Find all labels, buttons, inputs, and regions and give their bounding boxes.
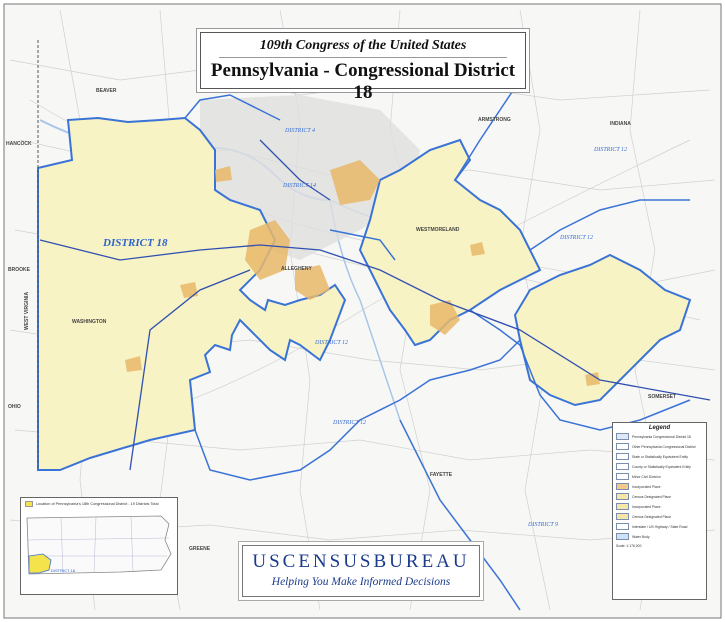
inset-pennsylvania-map: DISTRICT 18 bbox=[26, 515, 172, 575]
county-ohio: OHIO bbox=[8, 404, 21, 410]
title-box: 109th Congress of the United States Penn… bbox=[200, 32, 526, 103]
legend-swatch bbox=[616, 503, 629, 510]
legend-item-label: Water Body bbox=[632, 534, 650, 539]
district-18-label: DISTRICT 18 bbox=[103, 237, 168, 249]
legend-item: State or Statistically Equivalent Entity bbox=[616, 452, 703, 461]
map-title: Pennsylvania - Congressional District 18 bbox=[210, 60, 516, 103]
county-beaver: BEAVER bbox=[96, 88, 117, 94]
census-tagline: Helping You Make Informed Decisions bbox=[271, 576, 451, 588]
legend-item: Incorporated Place bbox=[616, 482, 703, 491]
legend-item: Water Body bbox=[616, 532, 703, 541]
legend-scale: Scale: 1:176,000 bbox=[616, 544, 642, 548]
county-somerset: SOMERSET bbox=[648, 394, 677, 400]
district-boundaries bbox=[184, 79, 691, 611]
legend-item-label: Interstate / US Highway / State Road bbox=[632, 524, 688, 529]
district-18-east[interactable] bbox=[513, 253, 692, 407]
county-hancock: HANCOCK bbox=[6, 141, 32, 147]
legend-item: Incorporated Place bbox=[616, 502, 703, 511]
legend-item: County or Statistically Equivalent Entit… bbox=[616, 462, 703, 471]
legend-swatch bbox=[616, 443, 629, 450]
inset-swatch bbox=[25, 501, 33, 507]
district-14-label: DISTRICT 14 bbox=[283, 183, 317, 189]
district-12-label-e: DISTRICT 12 bbox=[560, 235, 594, 241]
inset-district-label: DISTRICT 18 bbox=[51, 568, 76, 573]
inset-caption-text: Location of Pennsylvania's 18th Congress… bbox=[36, 502, 159, 506]
legend-item: Census Designated Place bbox=[616, 492, 703, 501]
legend-swatch bbox=[616, 523, 629, 530]
district-12-label-s: DISTRICT 12 bbox=[315, 340, 349, 346]
legend-item-label: Census Designated Place bbox=[632, 514, 672, 519]
legend-swatch bbox=[616, 493, 629, 500]
legend-item: Pennsylvania Congressional District 18 bbox=[616, 432, 703, 441]
legend-swatch bbox=[616, 473, 629, 480]
legend-swatch bbox=[616, 483, 629, 490]
legend-item: Interstate / US Highway / State Road bbox=[616, 522, 703, 531]
county-westmoreland: WESTMORELAND bbox=[416, 227, 460, 233]
legend-item: Other Pennsylvania Congressional Distric… bbox=[616, 442, 703, 451]
legend-swatch bbox=[616, 453, 629, 460]
legend-item: Minor Civil Division bbox=[616, 472, 703, 481]
incorporated-places bbox=[125, 160, 600, 386]
district-9-label: DISTRICT 9 bbox=[528, 522, 559, 528]
legend-swatch bbox=[616, 463, 629, 470]
district-12-label-sw: DISTRICT 12 bbox=[333, 420, 367, 426]
legend-item: Census Designated Place bbox=[616, 512, 703, 521]
legend-item-label: State or Statistically Equivalent Entity bbox=[632, 454, 688, 459]
district-18-northeast[interactable] bbox=[358, 138, 542, 347]
map-subtitle: 109th Congress of the United States bbox=[259, 38, 467, 53]
interstates bbox=[39, 139, 711, 471]
legend-item-label: Other Pennsylvania Congressional Distric… bbox=[632, 444, 696, 449]
county-fayette: FAYETTE bbox=[430, 472, 453, 478]
census-logo-box: USCENSUSBUREAU Helping You Make Informed… bbox=[242, 545, 480, 597]
county-armstrong: ARMSTRONG bbox=[478, 117, 511, 123]
county-washington: WASHINGTON bbox=[72, 319, 107, 325]
legend-item-label: Minor Civil Division bbox=[632, 474, 661, 479]
title-divider bbox=[219, 57, 507, 58]
inset-caption: Location of Pennsylvania's 18th Congress… bbox=[25, 501, 173, 507]
legend-items: Pennsylvania Congressional District 18 Ot… bbox=[613, 432, 706, 541]
inset-district-18 bbox=[28, 553, 52, 574]
state-west-virginia: WEST VIRGINIA bbox=[24, 291, 30, 330]
legend-swatch bbox=[616, 513, 629, 520]
legend-item-label: Pennsylvania Congressional District 18 bbox=[632, 434, 691, 439]
county-greene: GREENE bbox=[189, 546, 211, 552]
legend-item-label: County or Statistically Equivalent Entit… bbox=[632, 464, 691, 469]
legend-item-label: Incorporated Place bbox=[632, 504, 661, 509]
legend-swatch bbox=[616, 533, 629, 540]
legend-item-label: Census Designated Place bbox=[632, 494, 672, 499]
inset-locator-map: Location of Pennsylvania's 18th Congress… bbox=[20, 497, 178, 595]
county-brooke: BROOKE bbox=[8, 267, 30, 273]
legend-panel: Legend Pennsylvania Congressional Distri… bbox=[612, 422, 707, 600]
census-bureau-name: USCENSUSBUREAU bbox=[252, 551, 470, 572]
legend-title: Legend bbox=[648, 425, 671, 431]
legend-swatch bbox=[616, 433, 629, 440]
county-indiana: INDIANA bbox=[610, 121, 631, 127]
district-12-label-ne: DISTRICT 12 bbox=[594, 147, 628, 153]
legend-item-label: Incorporated Place bbox=[632, 484, 661, 489]
county-allegheny: ALLEGHENY bbox=[281, 266, 312, 272]
district-4-label: DISTRICT 4 bbox=[285, 128, 316, 134]
